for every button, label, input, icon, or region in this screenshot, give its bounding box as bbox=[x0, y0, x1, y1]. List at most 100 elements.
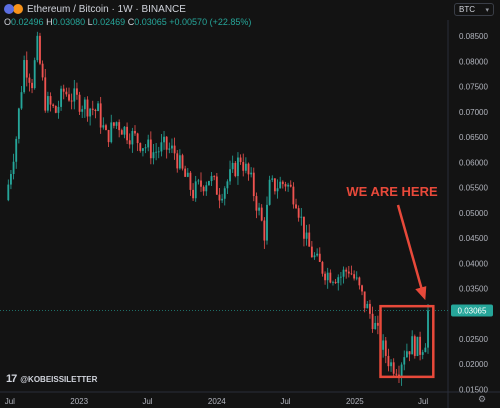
ohlc-value: 0.02469 bbox=[92, 17, 126, 27]
candle-body bbox=[419, 336, 422, 355]
candle-body bbox=[57, 106, 60, 113]
candle-body bbox=[99, 103, 102, 128]
y-tick-label: 0.06000 bbox=[459, 158, 488, 167]
candle-body bbox=[115, 122, 118, 126]
candle-body bbox=[382, 340, 385, 350]
candle-body bbox=[242, 161, 245, 171]
candle-body bbox=[411, 336, 414, 355]
candle-body bbox=[321, 261, 324, 274]
y-tick-label: 0.02500 bbox=[459, 335, 488, 344]
candle-body bbox=[221, 198, 224, 201]
candle-body bbox=[184, 168, 187, 177]
candle-body bbox=[271, 178, 274, 180]
candle-body bbox=[131, 130, 134, 145]
candle-body bbox=[15, 138, 18, 162]
candle-body bbox=[205, 185, 208, 192]
candle-body bbox=[244, 163, 247, 171]
candle-body bbox=[160, 142, 163, 152]
candle-body bbox=[353, 274, 356, 279]
candle-body bbox=[366, 303, 369, 309]
candle-body bbox=[81, 109, 84, 112]
ohlc-label: H bbox=[46, 17, 53, 27]
candle-body bbox=[326, 272, 329, 281]
annotation-arrow-shaft bbox=[396, 204, 424, 292]
candle-body bbox=[276, 188, 279, 192]
candle-body bbox=[416, 336, 419, 356]
candle-body bbox=[342, 269, 345, 277]
last-price-label: 0.03065 bbox=[458, 306, 487, 315]
candle-body bbox=[334, 281, 337, 284]
ohlc-readout: O0.02496 H0.03080 L0.02469 C0.03065 +0.0… bbox=[4, 17, 251, 27]
x-tick-label: 2025 bbox=[346, 397, 364, 406]
candle-body bbox=[361, 285, 363, 292]
candle-body bbox=[141, 148, 144, 151]
candle-body bbox=[36, 35, 39, 61]
candle-body bbox=[102, 125, 105, 128]
candle-body bbox=[73, 88, 76, 102]
x-tick-label: 2023 bbox=[70, 397, 88, 406]
candle-body bbox=[295, 204, 297, 209]
candle-body bbox=[157, 151, 160, 153]
candle-body bbox=[152, 152, 155, 159]
candle-body bbox=[118, 122, 121, 131]
candle-body bbox=[263, 220, 266, 241]
candle-body bbox=[128, 140, 131, 145]
y-tick-label: 0.05000 bbox=[459, 209, 488, 218]
candle-body bbox=[345, 269, 348, 272]
candle-body bbox=[7, 184, 10, 201]
highlight-box bbox=[379, 304, 435, 379]
candle-body bbox=[83, 99, 86, 110]
candle-body bbox=[28, 77, 31, 83]
candle-body bbox=[413, 336, 416, 356]
candle-body bbox=[144, 147, 147, 149]
watermark: 17 @KOBEISSILETTER bbox=[6, 373, 97, 385]
candle-body bbox=[126, 126, 129, 141]
candle-body bbox=[91, 108, 94, 110]
y-tick-label: 0.08000 bbox=[459, 57, 488, 66]
candle-body bbox=[250, 172, 253, 175]
candle-body bbox=[260, 207, 263, 221]
bitcoin-coin-icon bbox=[13, 4, 23, 14]
candle-body bbox=[20, 92, 23, 109]
ohlc-value: 0.03080 bbox=[52, 17, 86, 27]
candle-body bbox=[52, 104, 55, 107]
y-tick-label: 0.05500 bbox=[459, 184, 488, 193]
candle-body bbox=[347, 271, 350, 274]
candle-body bbox=[94, 109, 97, 112]
candle-body bbox=[25, 60, 28, 78]
ethereum-coin-icon bbox=[4, 4, 14, 14]
candle-body bbox=[258, 207, 260, 211]
gear-icon[interactable]: ⚙ bbox=[478, 394, 487, 404]
x-tick-label: Jul bbox=[418, 397, 428, 406]
ohlc-change: +0.00570 (+22.85%) bbox=[169, 17, 252, 27]
currency-selector[interactable]: BTC ▾ bbox=[454, 3, 494, 16]
candle-body bbox=[107, 130, 110, 143]
candle-body bbox=[239, 157, 242, 162]
candle-body bbox=[33, 60, 36, 89]
candle-body bbox=[392, 362, 395, 374]
candle-body bbox=[41, 63, 44, 78]
last-price-tag bbox=[451, 304, 493, 317]
candle-body bbox=[376, 322, 379, 326]
x-tick-label: Jul bbox=[142, 397, 152, 406]
candle-body bbox=[89, 108, 92, 117]
symbol-header[interactable]: Ethereum / Bitcoin · 1W · BINANCE bbox=[4, 2, 186, 16]
ohlc-value: 0.03065 bbox=[134, 17, 167, 27]
candle-body bbox=[266, 204, 268, 241]
candle-body bbox=[112, 122, 115, 126]
candle-body bbox=[147, 139, 150, 148]
candle-body bbox=[163, 136, 165, 143]
candle-body bbox=[123, 126, 126, 135]
candle-body bbox=[155, 151, 158, 153]
candle-body bbox=[149, 139, 152, 159]
candle-body bbox=[358, 277, 361, 286]
candle-body bbox=[65, 91, 68, 95]
candle-body bbox=[350, 273, 353, 275]
y-tick-label: 0.07000 bbox=[459, 108, 488, 117]
candle-body bbox=[86, 99, 89, 117]
candle-body bbox=[31, 82, 33, 89]
candle-body bbox=[105, 125, 107, 131]
candle-body bbox=[318, 253, 321, 262]
